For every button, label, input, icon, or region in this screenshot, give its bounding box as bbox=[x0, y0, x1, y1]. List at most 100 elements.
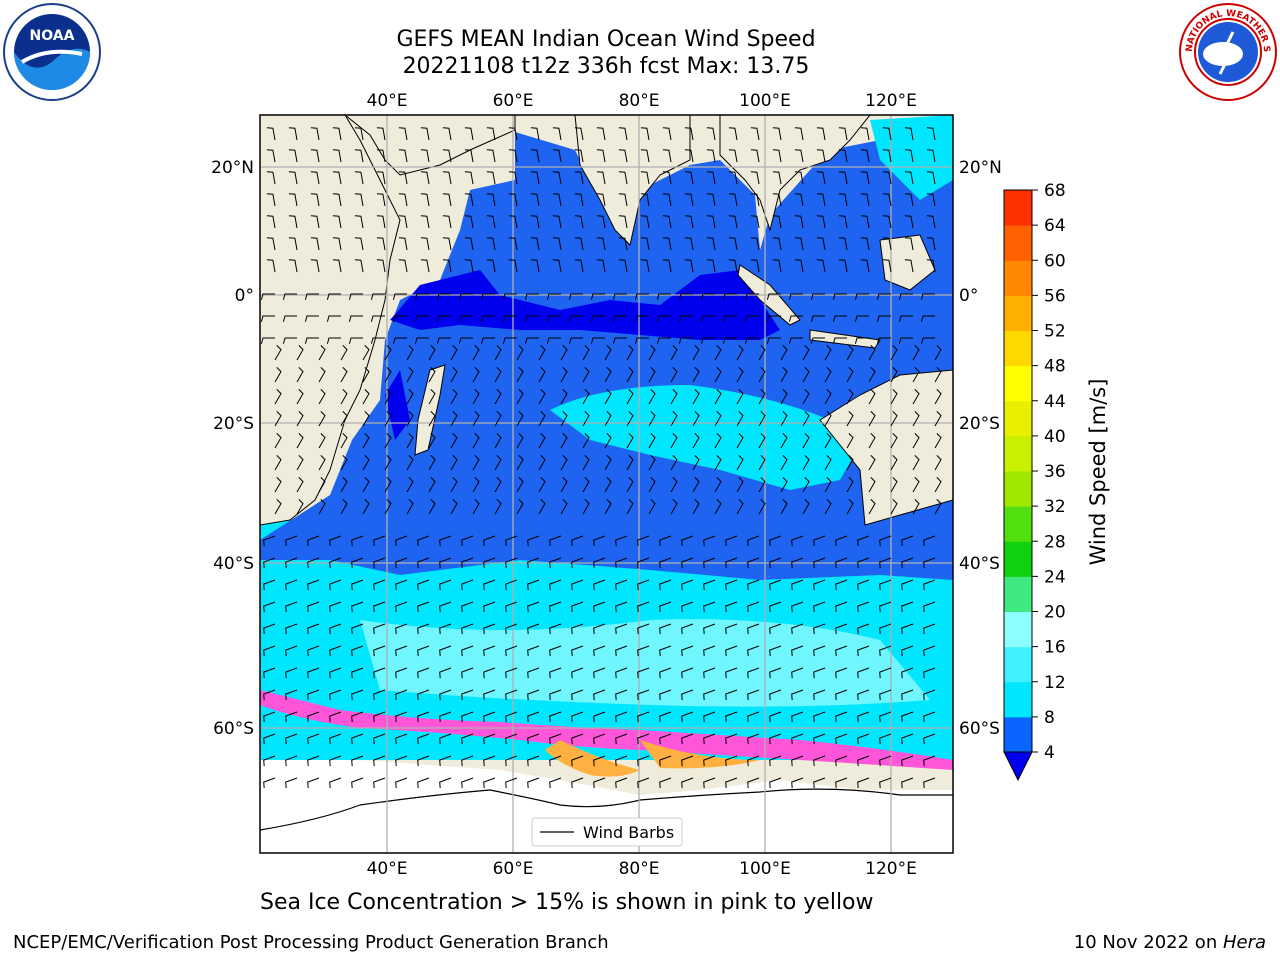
wind-barb bbox=[780, 345, 788, 361]
wind-barb bbox=[860, 149, 870, 163]
wind-barb bbox=[816, 149, 826, 163]
footer-date: 10 Nov 2022 on Hera bbox=[1074, 932, 1266, 953]
colorbar-tick-label: 12 bbox=[1044, 673, 1066, 693]
wind-barb bbox=[857, 733, 870, 745]
wind-barb bbox=[505, 557, 518, 569]
wind-barb bbox=[794, 193, 804, 207]
wind-barb bbox=[750, 193, 760, 207]
wind-barb bbox=[868, 477, 876, 493]
wind-barb bbox=[384, 367, 392, 383]
wind-barb bbox=[263, 645, 276, 657]
wind-barb bbox=[318, 499, 326, 515]
wind-barb bbox=[428, 433, 436, 449]
wind-barb bbox=[857, 711, 870, 723]
wind-barb bbox=[340, 477, 348, 493]
colorbar-segment bbox=[1004, 190, 1032, 226]
wind-barb bbox=[480, 293, 495, 300]
wind-barb bbox=[417, 755, 430, 767]
wind-barb bbox=[552, 215, 562, 229]
wind-barb bbox=[618, 171, 628, 185]
wind-barb bbox=[560, 367, 568, 383]
wind-barb bbox=[920, 315, 935, 322]
wind-barb bbox=[714, 367, 722, 383]
wind-barb bbox=[670, 455, 678, 471]
wind-barb bbox=[684, 215, 694, 229]
wind-barb bbox=[395, 535, 408, 547]
wind-barb bbox=[420, 237, 430, 251]
wind-barb bbox=[813, 601, 826, 613]
wind-barb bbox=[882, 193, 892, 207]
wind-barb bbox=[442, 149, 452, 163]
wind-barb bbox=[659, 733, 672, 745]
wind-barb bbox=[824, 477, 832, 493]
wind-barb bbox=[571, 623, 584, 635]
wind-barb bbox=[571, 755, 584, 767]
wind-barb bbox=[750, 237, 760, 251]
colorbar-segment bbox=[1004, 611, 1032, 648]
wind-barb bbox=[373, 645, 386, 657]
wind-barb bbox=[450, 433, 458, 449]
wind-barb bbox=[568, 337, 583, 344]
wind-barb bbox=[527, 733, 540, 745]
wind-barb bbox=[329, 667, 342, 679]
colorbar-under-triangle bbox=[1003, 751, 1033, 782]
wind-barb bbox=[813, 645, 826, 657]
wind-barb bbox=[813, 733, 826, 745]
wind-barb bbox=[483, 733, 496, 745]
wind-barb bbox=[824, 499, 832, 515]
wind-barb bbox=[678, 293, 693, 300]
lon-label-top: 40°E bbox=[367, 91, 408, 111]
wind-barb bbox=[307, 733, 320, 745]
wind-barb bbox=[615, 777, 628, 789]
wind-barb bbox=[439, 579, 452, 591]
wind-barb bbox=[505, 733, 518, 745]
wind-barb bbox=[571, 557, 584, 569]
wind-barb bbox=[898, 293, 913, 300]
wind-barb bbox=[876, 315, 891, 322]
wind-barb bbox=[637, 579, 650, 591]
wind-barb bbox=[725, 601, 738, 613]
colorbar-tick-label: 44 bbox=[1044, 392, 1066, 412]
wind-barb bbox=[926, 237, 936, 251]
wind-barb bbox=[835, 535, 848, 547]
wind-barb bbox=[263, 689, 276, 701]
wind-barb bbox=[472, 477, 480, 493]
wind-barb bbox=[417, 601, 430, 613]
wind-barb bbox=[516, 433, 524, 449]
wind-barb bbox=[296, 411, 304, 427]
colorbar-segment bbox=[1004, 225, 1032, 261]
wind-barb bbox=[766, 293, 781, 300]
wind-barb bbox=[527, 601, 540, 613]
wind-barb bbox=[266, 237, 276, 251]
wind-barb bbox=[791, 623, 804, 635]
wind-barb bbox=[662, 171, 672, 185]
wind-barb bbox=[417, 557, 430, 569]
wind-barb bbox=[824, 455, 832, 471]
wind-barb bbox=[758, 389, 766, 405]
wind-barb bbox=[552, 149, 562, 163]
wind-barb bbox=[442, 127, 452, 141]
wind-barb bbox=[420, 149, 430, 163]
wind-barb bbox=[464, 127, 474, 141]
wind-barb bbox=[436, 315, 451, 322]
lat-label-right: 20°N bbox=[959, 158, 1002, 178]
wind-barb bbox=[637, 777, 650, 789]
wind-barb bbox=[615, 689, 628, 701]
wind-barb bbox=[307, 667, 320, 679]
wind-barb bbox=[417, 667, 430, 679]
wind-barb bbox=[838, 259, 848, 273]
wind-barb bbox=[285, 733, 298, 745]
wind-barb bbox=[791, 689, 804, 701]
wind-barb bbox=[835, 623, 848, 635]
borneo-land bbox=[879, 234, 936, 291]
wind-barb bbox=[835, 645, 848, 657]
wind-barb bbox=[640, 127, 650, 141]
wind-barb bbox=[318, 455, 326, 471]
wind-barb bbox=[571, 579, 584, 591]
wind-barb bbox=[450, 345, 458, 361]
wind-barb bbox=[725, 623, 738, 635]
wind-barb bbox=[791, 711, 804, 723]
wind-barb bbox=[464, 193, 474, 207]
wind-barb bbox=[351, 755, 364, 767]
wind-barb bbox=[794, 259, 804, 273]
